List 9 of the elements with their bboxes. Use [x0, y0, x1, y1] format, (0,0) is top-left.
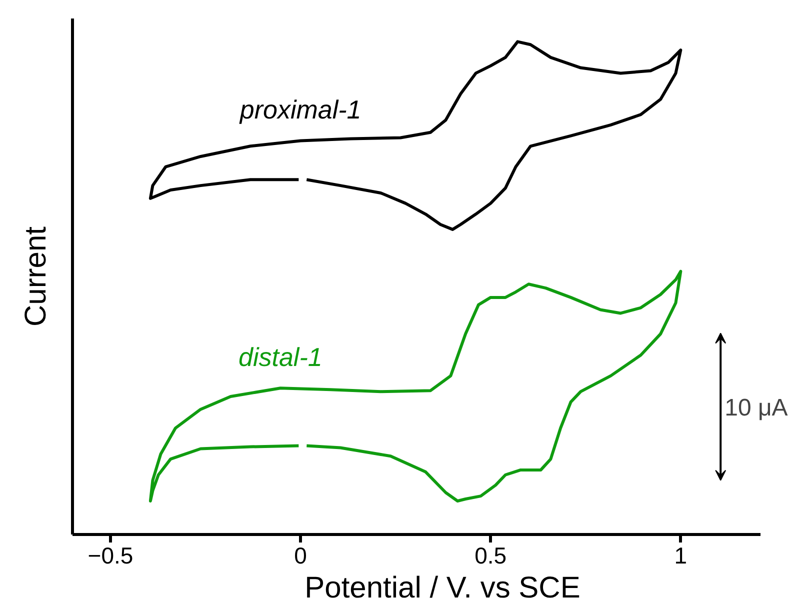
series-label: distal-1 — [238, 342, 322, 372]
x-axis-title: Potential / V. vs SCE — [304, 572, 580, 604]
annotation: 10 μA — [724, 394, 788, 422]
x-tick-label: 0 — [294, 542, 307, 568]
series-label: proximal-1 — [238, 94, 362, 125]
x-tick-label: 0.5 — [474, 542, 507, 568]
y-axis-title: Current — [20, 226, 52, 327]
x-tick-label: 1 — [674, 542, 688, 568]
x-tick-label: −0.5 — [88, 542, 134, 568]
